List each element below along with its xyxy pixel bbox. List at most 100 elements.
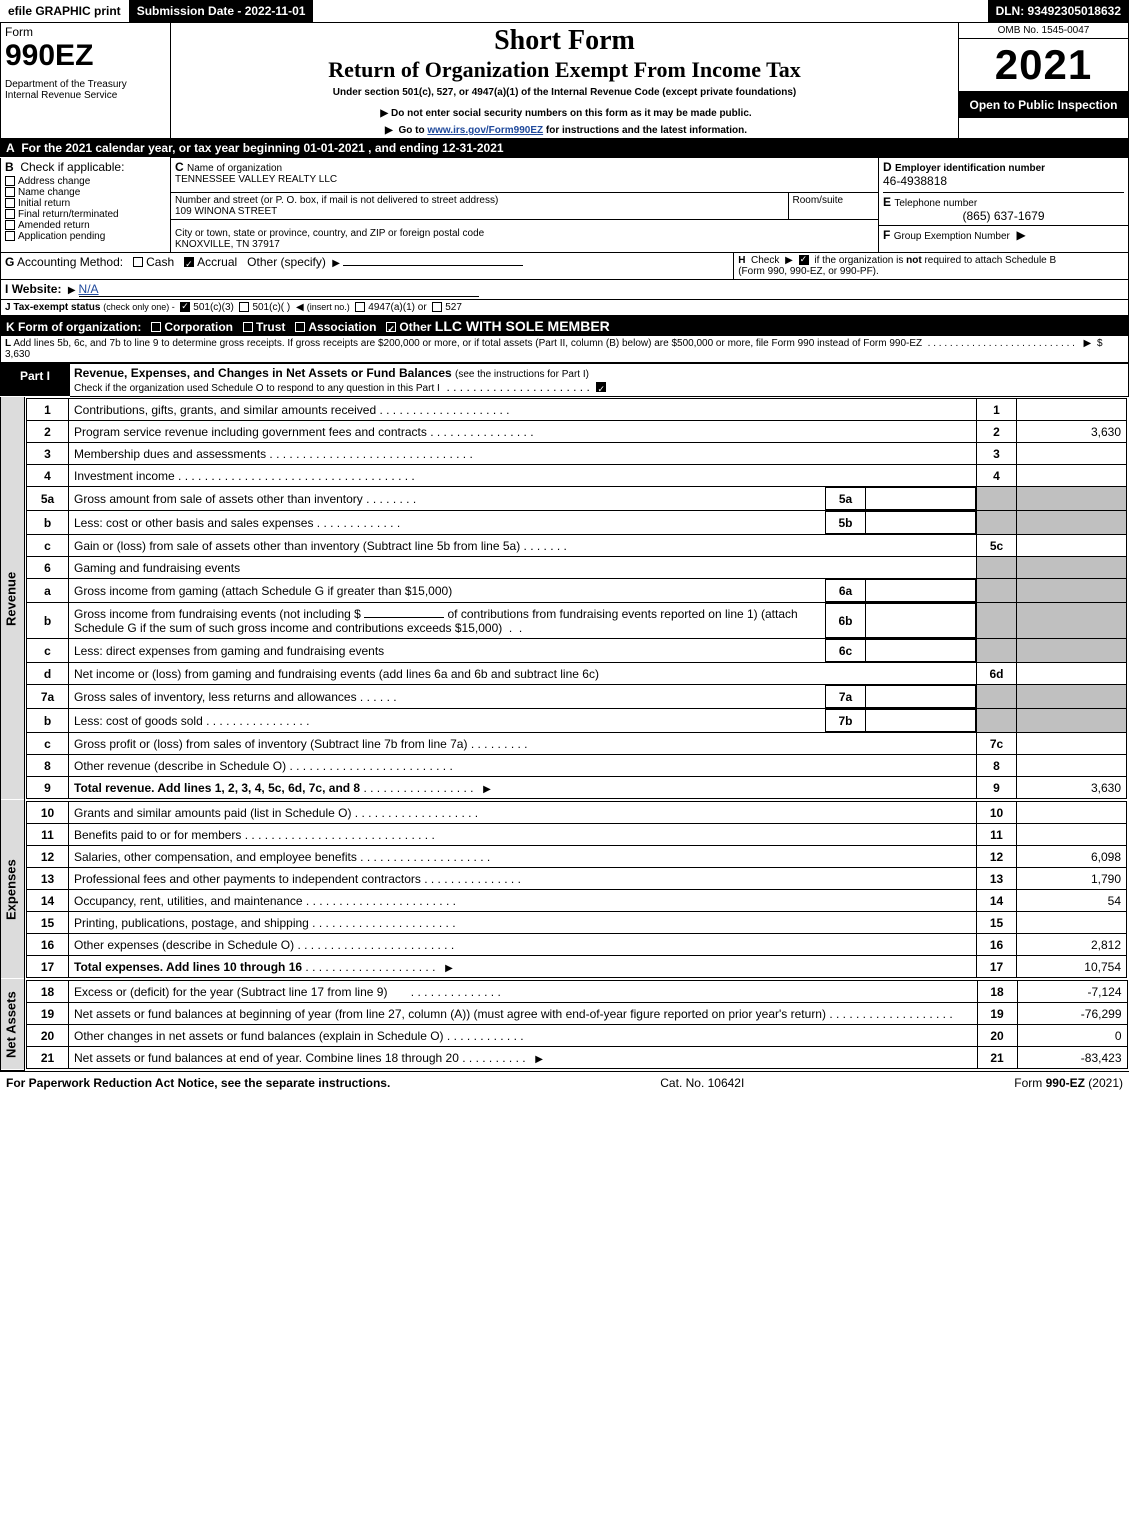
j-4947: 4947(a)(1) or (368, 302, 426, 313)
j-hint: (check only one) - (103, 302, 175, 312)
vtab-expenses: Expenses (1, 800, 25, 979)
line-16: 16Other expenses (describe in Schedule O… (27, 934, 1127, 956)
ssn-note: Do not enter social security numbers on … (175, 108, 954, 119)
irs-link[interactable]: www.irs.gov/Form990EZ (427, 125, 543, 136)
line-9: 9Total revenue. Add lines 1, 2, 3, 4, 5c… (27, 777, 1127, 799)
in-7a[interactable] (866, 686, 976, 708)
chk-501c3[interactable] (180, 302, 190, 312)
form-word: Form (5, 25, 166, 39)
main-title: Return of Organization Exempt From Incom… (175, 57, 954, 83)
vtab-netassets: Net Assets (1, 979, 25, 1070)
in-5a[interactable] (866, 488, 976, 510)
short-form-title: Short Form (175, 25, 954, 57)
line-6c: c Less: direct expenses from gaming and … (27, 639, 1127, 663)
dept-treasury: Department of the Treasury Internal Reve… (5, 79, 166, 101)
city: KNOXVILLE, TN 37917 (175, 239, 874, 250)
chk-final-return[interactable]: Final return/terminated (5, 209, 166, 220)
line-6: 6Gaming and fundraising events (27, 557, 1127, 579)
chk-4947[interactable] (355, 302, 365, 312)
in-6a[interactable] (866, 580, 976, 602)
section-a-text: For the 2021 calendar year, or tax year … (21, 141, 503, 155)
top-bar: efile GRAPHIC print Submission Date - 20… (0, 0, 1129, 22)
k-assoc: Association (308, 320, 376, 334)
chk-name-change[interactable]: Name change (5, 187, 166, 198)
open-to-public: Open to Public Inspection (959, 92, 1128, 118)
in-5b[interactable] (866, 512, 976, 534)
l-text: Add lines 5b, 6c, and 7b to line 9 to de… (13, 338, 922, 349)
j-501c3: 501(c)(3) (193, 302, 234, 313)
chk-trust[interactable] (243, 322, 253, 332)
chk-amended-return[interactable]: Amended return (5, 220, 166, 231)
form-number: 990EZ (5, 39, 166, 73)
chk-part1-scho[interactable] (596, 382, 606, 392)
chk-application-pending[interactable]: Application pending (5, 231, 166, 242)
chk-h[interactable] (799, 255, 809, 265)
line-3: 3Membership dues and assessments . . . .… (27, 443, 1127, 465)
bcdef-block: B Check if applicable: Address change Na… (0, 157, 1129, 253)
h-post2: (Form 990, 990-EZ, or 990-PF). (738, 266, 879, 277)
topbar-spacer (313, 0, 987, 22)
j-label: Tax-exempt status (13, 302, 100, 313)
chk-other-org[interactable] (386, 322, 396, 332)
g-label: Accounting Method: (17, 255, 123, 269)
goto-note: Go to www.irs.gov/Form990EZ for instruct… (175, 125, 954, 136)
efile-print[interactable]: efile GRAPHIC print (0, 0, 129, 22)
footer-left: For Paperwork Reduction Act Notice, see … (6, 1076, 390, 1090)
city-label: City or town, state or province, country… (175, 228, 874, 239)
k-other: Other (399, 320, 431, 334)
k-corp: Corporation (164, 320, 233, 334)
chk-527[interactable] (432, 302, 442, 312)
phone: (865) 637-1679 (883, 209, 1124, 223)
section-b: B Check if applicable: (5, 160, 166, 174)
goto-pre: Go to (398, 125, 427, 136)
expense-lines: 10Grants and similar amounts paid (list … (26, 801, 1127, 978)
h-not: not (906, 255, 922, 266)
section-k: K Form of organization: Corporation Trus… (0, 316, 1129, 336)
in-7b[interactable] (866, 710, 976, 732)
footer-cat: Cat. No. 10642I (660, 1076, 744, 1090)
chk-initial-return[interactable]: Initial return (5, 198, 166, 209)
section-f: F Group Exemption Number ▶ (883, 228, 1124, 242)
g-other: Other (specify) (247, 255, 326, 269)
h-post1: required to attach Schedule B (924, 255, 1056, 266)
in-6b[interactable] (866, 604, 976, 638)
tax-year: 2021 (995, 41, 1092, 88)
chk-501c[interactable] (239, 302, 249, 312)
section-e: E Telephone number (883, 192, 1124, 209)
section-i: I Website: N/A (0, 280, 1129, 300)
g-cash: Cash (146, 255, 174, 269)
footer: For Paperwork Reduction Act Notice, see … (0, 1071, 1129, 1094)
street-label: Number and street (or P. O. box, if mail… (175, 195, 784, 206)
line-21: 21Net assets or fund balances at end of … (27, 1047, 1128, 1069)
line-18: 18Excess or (deficit) for the year (Subt… (27, 981, 1128, 1003)
g-other-input[interactable] (343, 265, 523, 266)
dln: DLN: 93492305018632 (988, 0, 1129, 22)
line-1: 1Contributions, gifts, grants, and simil… (27, 399, 1127, 421)
chk-corp[interactable] (151, 322, 161, 332)
in-6b-contrib[interactable] (364, 617, 444, 618)
k-trust: Trust (256, 320, 285, 334)
chk-cash[interactable] (133, 257, 143, 267)
h-pre: Check (751, 255, 779, 266)
line-6d: dNet income or (loss) from gaming and fu… (27, 663, 1127, 685)
vtab-revenue: Revenue (1, 397, 25, 800)
part1-label: Part I (0, 363, 70, 396)
section-d: D Employer identification number (883, 160, 1124, 174)
line-7c: cGross profit or (loss) from sales of in… (27, 733, 1127, 755)
chk-address-change[interactable]: Address change (5, 176, 166, 187)
netassets-lines: 18Excess or (deficit) for the year (Subt… (26, 980, 1128, 1069)
j-insert: (insert no.) (307, 302, 350, 312)
line-4: 4Investment income . . . . . . . . . . .… (27, 465, 1127, 487)
ssn-note-text: Do not enter social security numbers on … (391, 108, 752, 119)
line-7b: b Less: cost of goods sold . . . . . . .… (27, 709, 1127, 733)
line-2: 2Program service revenue including gover… (27, 421, 1127, 443)
chk-accrual[interactable] (184, 257, 194, 267)
omb-number: OMB No. 1545-0047 (959, 23, 1128, 39)
line-6b: b Gross income from fundraising events (… (27, 603, 1127, 639)
footer-right: Form 990-EZ (2021) (1014, 1076, 1123, 1090)
in-6c[interactable] (866, 640, 976, 662)
part1-hint: (see the instructions for Part I) (455, 369, 589, 380)
chk-assoc[interactable] (295, 322, 305, 332)
section-c-name: C Name of organization (175, 160, 874, 174)
website-link[interactable]: N/A (79, 282, 479, 297)
